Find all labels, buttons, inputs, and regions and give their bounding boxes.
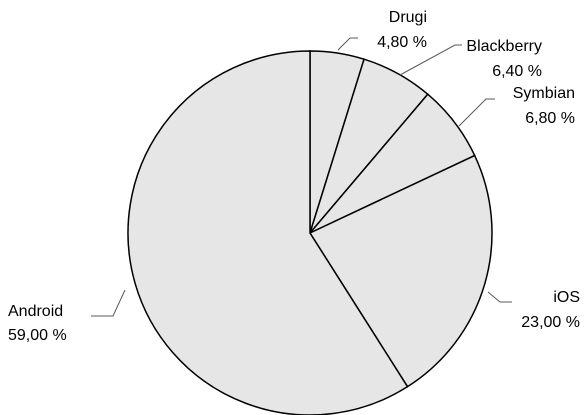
leader-lines-group [91, 37, 512, 317]
slice-value-label-symbian: 6,80 % [525, 110, 575, 127]
leader-line-symbian [458, 98, 495, 127]
slices-group [127, 50, 493, 415]
slice-name-label-ios: iOS [553, 289, 580, 306]
pie-slice-ios [308, 154, 493, 388]
leader-line-ios [487, 291, 512, 303]
leader-line-blackberry [399, 44, 462, 76]
slice-name-label-drugi: Drugi [389, 9, 427, 26]
slice-name-label-blackberry: Blackberry [466, 38, 542, 55]
slice-name-label-android: Android [8, 303, 63, 320]
slice-value-label-ios: 23,00 % [521, 314, 580, 331]
leader-line-drugi [337, 37, 358, 51]
slice-value-label-blackberry: 6,40 % [492, 63, 542, 80]
slice-name-label-symbian: Symbian [513, 85, 575, 102]
slice-value-label-android: 59,00 % [8, 327, 67, 344]
leader-line-android [91, 289, 126, 317]
slice-value-label-drugi: 4,80 % [377, 34, 427, 51]
labels-group: Drugi 4,80 % Blackberry 6,40 % Symbian 6,80 %… [8, 9, 580, 344]
